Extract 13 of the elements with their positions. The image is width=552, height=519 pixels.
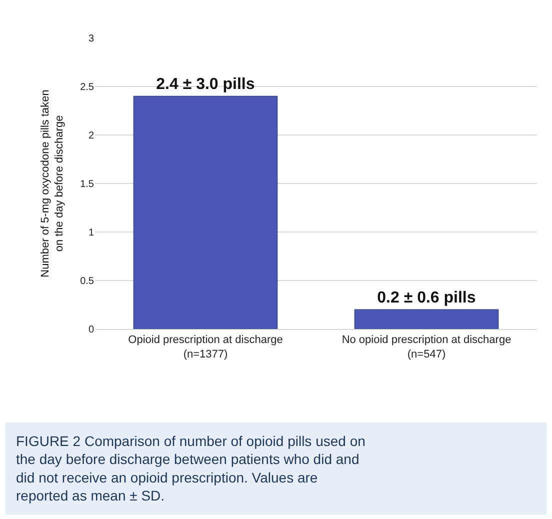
y-tick-label: 0 <box>88 324 94 336</box>
x-tick-label: No opioid prescription at discharge (n=547) <box>342 334 512 360</box>
data-label: 0.2 ± 0.6 pills <box>377 290 476 307</box>
y-axis-title: Number of 5-mg oxycodone pills taken on the day before discharge <box>39 90 66 278</box>
data-label: 2.4 ± 3.0 pills <box>156 76 255 94</box>
x-tick-label: Opioid prescription at discharge (n=1377) <box>128 334 283 360</box>
y-tick-label: 1.5 <box>80 179 94 190</box>
y-tick-label: 0.5 <box>80 276 94 287</box>
y-tick-label: 3 <box>88 34 94 44</box>
caption: FIGURE 2 Comparison of number of opioid pills used on the day before discharge between patients who did and did not receive an opioid prescription. Values are reported as mean ± SD. <box>16 433 366 504</box>
y-tick-label: 2.5 <box>80 82 94 93</box>
y-tick-label: 1 <box>88 228 94 238</box>
y-tick-label: 2 <box>88 130 94 142</box>
